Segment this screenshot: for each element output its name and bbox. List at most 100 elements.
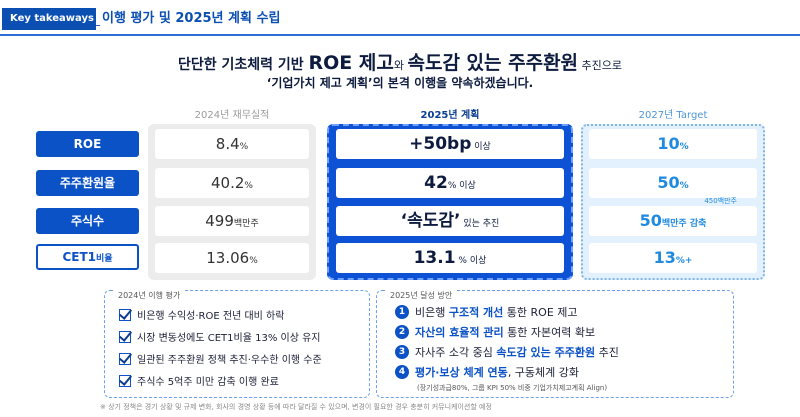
cell-2024-shares: 499백만주 <box>155 206 309 236</box>
checkbox-icon <box>119 308 131 321</box>
cell-value: ‘속도감’ <box>400 211 461 231</box>
cell-unit: 백만주 <box>233 219 259 229</box>
cell-unit: 있는 추진 <box>460 219 500 229</box>
plan-text: 자산의 효율적 관리 통한 자본여력 확보 <box>415 324 595 340</box>
plan-box: 2025년 달성 방안 1 비은행 구조적 개선 통한 ROE 제고 2 자산의 효… <box>376 290 734 398</box>
cell-unit: % <box>249 256 258 266</box>
plan-text: 자사주 소각 중심 속도감 있는 주주환원 추진 <box>415 344 619 360</box>
evaluation-text: 시장 변동성에도 CET1비율 13% 이상 유지 <box>137 333 321 344</box>
cell-2025-roe: +50bp 이상 <box>336 129 564 159</box>
cell-value: 42 <box>424 173 448 193</box>
cell-value: 499 <box>205 212 234 230</box>
plan-text-post: 통한 자본여력 확보 <box>503 326 596 339</box>
key-takeaways-tag: Key takeaways <box>2 8 96 30</box>
cell-value: 8.4 <box>215 135 240 153</box>
plan-note: (장기성과급80%, 그룹 KPI 50% 비중 기업가치제고계획 Align) <box>417 384 608 392</box>
plan-item: 2 자산의 효율적 관리 통한 자본여력 확보 <box>395 324 595 340</box>
row-label-text: CET1 <box>62 250 96 264</box>
checkbox-icon <box>119 330 131 343</box>
plan-item: 3 자사주 소각 중심 속도감 있는 주주환원 추진 <box>395 344 619 360</box>
cell-2024-roe: 8.4% <box>155 129 309 159</box>
top-bar: Key takeaways _ 이행 평가 및 2025년 계획 수립 <box>0 8 800 30</box>
plan-text-highlight: 평가·보상 체계 연동 <box>415 366 508 379</box>
cell-unit: % 이상 <box>455 256 487 266</box>
plan-text-pre: 자사주 소각 중심 <box>415 346 497 359</box>
column-header-2027: 2027년 Target <box>638 110 708 121</box>
cell-unit: % <box>679 181 689 191</box>
cell-2027-payout: 50% <box>589 168 757 198</box>
evaluation-box: 2024년 이행 평가 비은행 수익성·ROE 전년 대비 하락 시장 변동성에… <box>104 290 370 398</box>
plan-text-pre: 비은행 <box>415 306 449 319</box>
cell-unit: % <box>239 142 249 152</box>
cell-value: 13.1 <box>413 248 456 268</box>
row-label-payout: 주주환원율 <box>36 170 139 196</box>
plan-item: 4 평가·보상 체계 연동, 구동체계 강화 <box>395 364 579 380</box>
cell-unit: % 이상 <box>447 181 476 191</box>
evaluation-item: 주식수 5억주 미만 감축 이행 완료 <box>119 373 279 388</box>
cell-2024-cet1: 13.06% <box>155 243 309 273</box>
cell-value: +50bp <box>409 134 472 154</box>
page-title: 이행 평가 및 2025년 계획 수립 <box>102 11 281 26</box>
plan-title: 2025년 달성 방안 <box>387 290 456 301</box>
plan-text: 평가·보상 체계 연동, 구동체계 강화 <box>415 364 579 380</box>
plan-text-highlight: 구조적 개선 <box>448 306 504 319</box>
cell-value: 13.06 <box>206 249 250 267</box>
row-label-small: 비율 <box>95 254 113 264</box>
headline-pre: 단단한 기초체력 기반 <box>177 57 309 73</box>
number-badge-icon: 3 <box>395 345 409 359</box>
plan-text: 비은행 구조적 개선 통한 ROE 제고 <box>415 304 578 320</box>
cell-unit: 이상 <box>471 142 491 152</box>
plan-text-highlight: 속도감 있는 주주환원 <box>496 346 596 359</box>
evaluation-item: 시장 변동성에도 CET1비율 13% 이상 유지 <box>119 329 321 344</box>
number-badge-icon: 2 <box>395 325 409 339</box>
column-header-2024: 2024년 재무실적 <box>194 110 270 121</box>
plan-text-post: 추진 <box>595 346 619 359</box>
column-header-2025: 2025년 계획 <box>420 110 480 121</box>
title-underline <box>0 34 800 36</box>
number-badge-icon: 1 <box>395 305 409 319</box>
headline-wa: 와 <box>393 59 408 72</box>
cell-2027-cet1: 13%+ <box>589 243 757 273</box>
cell-2027-roe: 10% <box>589 129 757 159</box>
plan-text-post: , 구동체계 강화 <box>507 366 580 379</box>
cell-value: 40.2 <box>211 174 245 192</box>
row-label-text: ROE <box>73 137 102 151</box>
row-label-text: 주식수 <box>70 214 105 228</box>
cell-2027-shares: 450백만주 50백만주 감축 <box>589 197 757 236</box>
title-dash: _ <box>94 12 100 26</box>
cell-unit: % <box>244 181 253 191</box>
headline-speed: 속도감 있는 주주환원 <box>407 52 579 74</box>
plan-text-post: 통한 ROE 제고 <box>503 306 578 319</box>
cell-2024-payout: 40.2% <box>155 168 309 198</box>
row-label-cet1: CET1비율 <box>36 244 139 270</box>
evaluation-text: 비은행 수익성·ROE 전년 대비 하락 <box>137 311 285 322</box>
cell-unit: %+ <box>675 256 693 266</box>
cell-value: 10 <box>657 134 680 153</box>
evaluation-text: 일관된 주주환원 정책 추진·우수한 이행 수준 <box>137 355 322 366</box>
row-label-shares: 주식수 <box>36 208 139 234</box>
plan-text-highlight: 자산의 효율적 관리 <box>415 326 504 339</box>
cell-value: 50 <box>639 211 662 230</box>
evaluation-item: 비은행 수익성·ROE 전년 대비 하락 <box>119 307 284 322</box>
cell-value: 50 <box>657 173 680 192</box>
footnote: ※ 상기 정책은 경기 상황 및 규제 변화, 회사의 경영 상황 등에 따라 … <box>100 403 492 411</box>
cell-2025-cet1: 13.1 % 이상 <box>336 243 564 273</box>
headline-sub: ‘기업가치 제고 계획’의 본격 이행을 약속하겠습니다. <box>266 76 534 90</box>
cell-unit: % <box>679 142 689 152</box>
cell-unit: 백만주 감축 <box>661 219 707 229</box>
evaluation-title: 2024년 이행 평가 <box>115 290 184 301</box>
evaluation-item: 일관된 주주환원 정책 추진·우수한 이행 수준 <box>119 351 322 366</box>
headline-post: 추진으로 <box>578 59 623 72</box>
checkbox-icon <box>119 352 131 365</box>
cell-note: 450백만주 <box>704 197 737 205</box>
checkbox-icon <box>119 374 131 387</box>
cell-2025-payout: 42% 이상 <box>336 168 564 198</box>
cell-value: 13 <box>653 248 676 267</box>
evaluation-text: 주식수 5억주 미만 감축 이행 완료 <box>137 377 279 388</box>
cell-2025-shares: ‘속도감’ 있는 추진 <box>336 206 564 236</box>
number-badge-icon: 4 <box>395 365 409 379</box>
headline-roe: ROE 제고 <box>308 52 394 74</box>
headline: 단단한 기초체력 기반 ROE 제고와 속도감 있는 주주환원 추진으로 <box>0 48 800 75</box>
plan-item: 1 비은행 구조적 개선 통한 ROE 제고 <box>395 304 578 320</box>
row-label-text: 주주환원율 <box>59 176 116 190</box>
